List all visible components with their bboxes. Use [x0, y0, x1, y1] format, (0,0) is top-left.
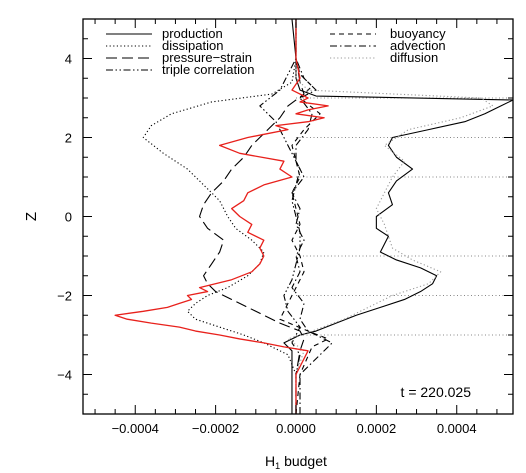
y-tick-label: 0 — [65, 210, 72, 225]
x-tick-label: 0.0004 — [437, 421, 477, 436]
x-axis-label-subscript: 1 — [275, 461, 280, 471]
x-axis-label: H1 budget — [265, 453, 327, 471]
y-tick-label: 2 — [65, 131, 72, 146]
legend: productiondissipationpressure−straintrip… — [106, 26, 446, 77]
y-tick-label: 4 — [65, 52, 72, 67]
y-tick-label: −4 — [57, 368, 72, 383]
x-tick-label: −0.0004 — [112, 421, 159, 436]
series-line-buoyancy — [279, 19, 329, 414]
legend-label: dissipation — [162, 38, 223, 53]
legend-label: pressure−strain — [162, 50, 252, 65]
series-line-triple-correlation — [259, 19, 301, 414]
series-line-pressure-strain — [198, 19, 305, 414]
series-layer — [114, 19, 513, 414]
legend-label: triple correlation — [162, 62, 255, 77]
time-annotation: t = 220.025 — [401, 384, 472, 400]
series-line-red — [114, 19, 329, 414]
axis-ticks: −0.0004 −0.0002 0.0000 0.0002 0.0004 −4 −2 0 2 4 — [57, 18, 513, 436]
y-tick-label: −2 — [57, 289, 72, 304]
series-line-diffusion — [287, 19, 494, 414]
x-tick-label: −0.0002 — [192, 421, 239, 436]
legend-label: buoyancy — [390, 26, 446, 41]
x-axis-label-suffix: budget — [280, 453, 327, 469]
x-tick-label: 0.0000 — [276, 421, 316, 436]
x-axis-label-main: H — [265, 453, 275, 469]
legend-label: advection — [390, 38, 446, 53]
series-line-dissipation — [142, 19, 297, 414]
y-axis-label: Z — [23, 212, 40, 221]
series-line-advection — [291, 19, 333, 414]
series-line-production — [283, 19, 513, 414]
legend-label: diffusion — [390, 50, 438, 65]
x-tick-label: 0.0002 — [356, 421, 396, 436]
legend-label: production — [162, 26, 223, 41]
